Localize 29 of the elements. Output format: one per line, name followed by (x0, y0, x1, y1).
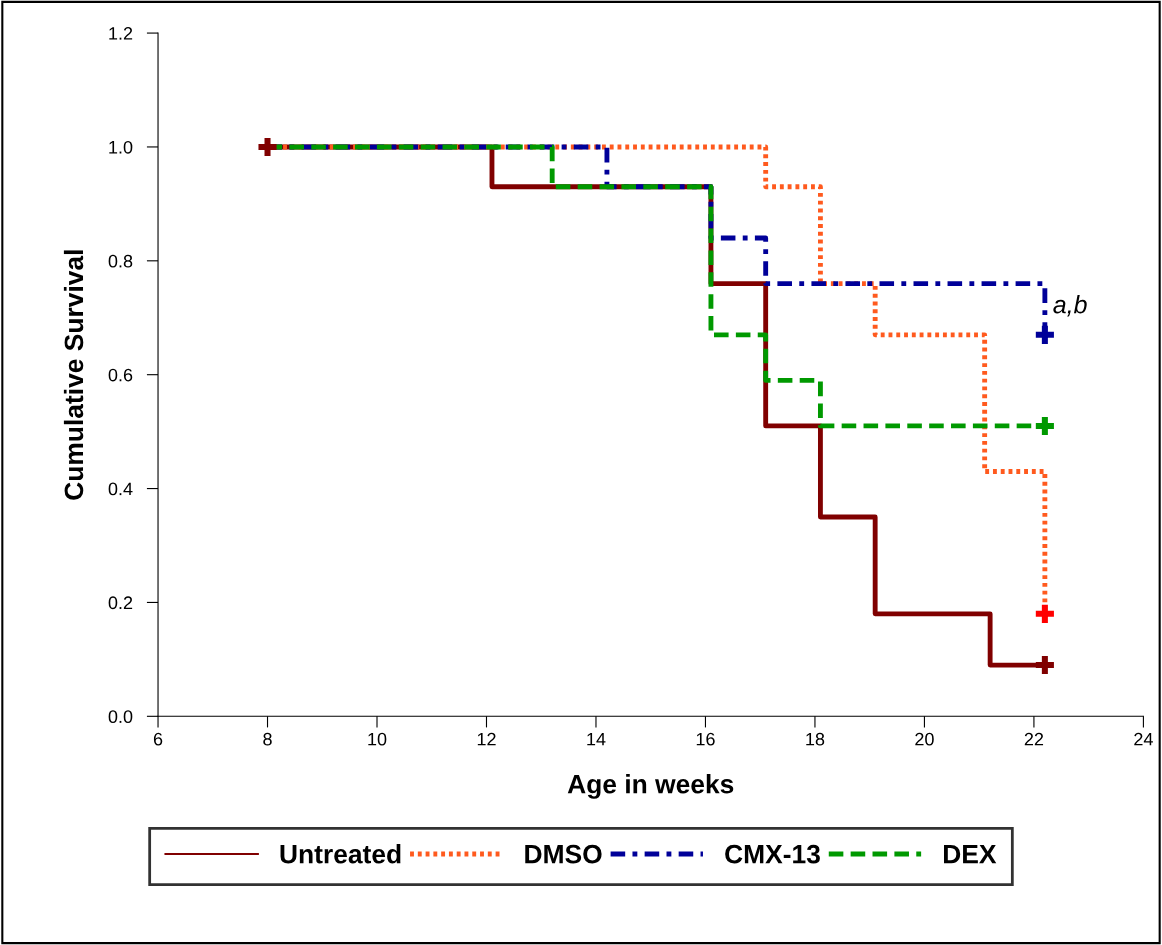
x-tick-label: 24 (1134, 732, 1153, 746)
x-tick-label: 6 (153, 732, 163, 746)
legend-label: Untreated (280, 844, 401, 864)
y-tick-label: 0.4 (108, 482, 133, 496)
x-tick-label: 22 (1024, 732, 1044, 746)
x-tick-label: 16 (696, 732, 715, 746)
legend-label: DEX (944, 845, 997, 864)
x-tick-label: 10 (368, 732, 387, 746)
x-tick-label: 14 (587, 732, 606, 746)
annotation: a,b (1053, 295, 1087, 317)
y-tick-label: 0.8 (108, 254, 133, 268)
y-tick-label: 0.2 (108, 596, 133, 610)
x-tick-label: 8 (263, 732, 272, 746)
y-tick-label: 1.2 (109, 27, 133, 40)
x-axis-title: Age in weeks (567, 774, 734, 799)
point (1035, 656, 1054, 675)
point (1035, 416, 1054, 435)
legend-label: DMSO (525, 844, 602, 864)
legend-label: CMX-13 (725, 844, 820, 864)
x-tick-label: 20 (915, 732, 934, 746)
y-axis-title: Cumulative Survival (63, 250, 84, 500)
point (1035, 604, 1054, 623)
point (1035, 325, 1054, 344)
x-tick-label: 12 (477, 732, 496, 746)
y-tick-label: 0.6 (108, 368, 133, 382)
y-tick-label: 1.0 (109, 140, 133, 154)
point (258, 137, 277, 156)
x-tick-label: 18 (806, 732, 825, 746)
y-tick-label: 0.0 (108, 710, 133, 724)
